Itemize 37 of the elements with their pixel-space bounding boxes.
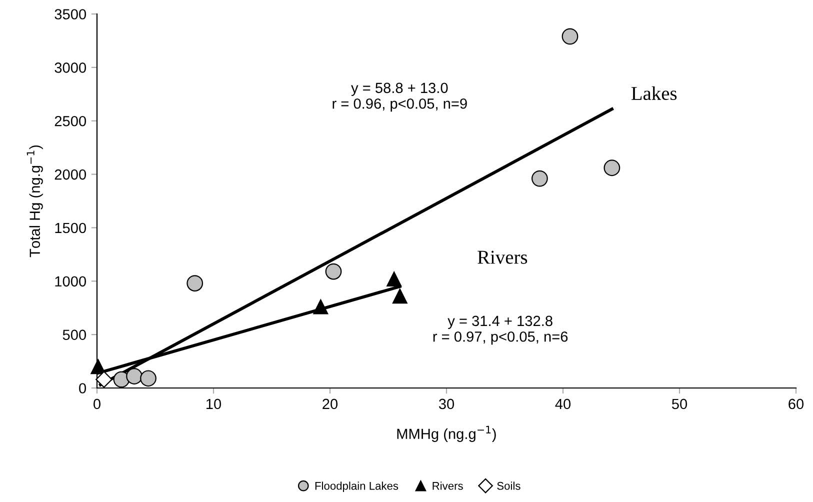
point bbox=[113, 371, 130, 388]
point bbox=[140, 370, 156, 387]
y-tick-label: 2500 bbox=[54, 116, 86, 126]
y-tick-label: 1500 bbox=[55, 222, 86, 234]
y-tick-label: 3000 bbox=[54, 62, 86, 73]
x-tick-label: 60 bbox=[788, 398, 804, 410]
x-tick-label: 0 bbox=[94, 398, 100, 410]
point bbox=[186, 275, 204, 292]
annotation: Rivers bbox=[478, 250, 528, 264]
x-tick-label: 50 bbox=[672, 398, 688, 410]
legend-label: Soils bbox=[497, 482, 520, 490]
x-axis-title: MMHg (ng.g$^{−1}$) bbox=[397, 426, 496, 442]
x-tick-label: 30 bbox=[438, 398, 454, 410]
x-tick-label: 20 bbox=[322, 398, 338, 410]
legend-label: Rivers bbox=[432, 482, 463, 490]
point bbox=[126, 368, 142, 384]
annotation: y = 58.8 + 13.0 r = 0.96, p<0.05, n=9 bbox=[332, 82, 467, 112]
point bbox=[532, 170, 548, 187]
point bbox=[325, 263, 342, 280]
y-tick-label: 3500 bbox=[54, 9, 86, 20]
y-tick-label: 500 bbox=[62, 330, 86, 340]
y-tick-label: 0 bbox=[79, 383, 86, 394]
point bbox=[386, 272, 402, 287]
y-axis-title: Total Hg (ng.g$^{−1}$) bbox=[26, 145, 43, 258]
point bbox=[562, 28, 578, 45]
x-tick-label: 40 bbox=[555, 398, 571, 410]
x-tick-label: 10 bbox=[206, 398, 222, 410]
legend-label: Floodplain Lakes bbox=[315, 482, 398, 492]
y-tick-label: 2000 bbox=[54, 169, 86, 180]
point bbox=[392, 288, 408, 304]
point bbox=[604, 160, 620, 176]
point bbox=[313, 299, 328, 314]
point bbox=[90, 359, 106, 374]
annotation: y = 31.4 + 132.8 r = 0.97, p<0.05, n=6 bbox=[433, 316, 568, 345]
annotation: Lakes bbox=[631, 86, 677, 100]
point bbox=[96, 371, 112, 388]
y-tick-label: 1000 bbox=[55, 276, 86, 287]
